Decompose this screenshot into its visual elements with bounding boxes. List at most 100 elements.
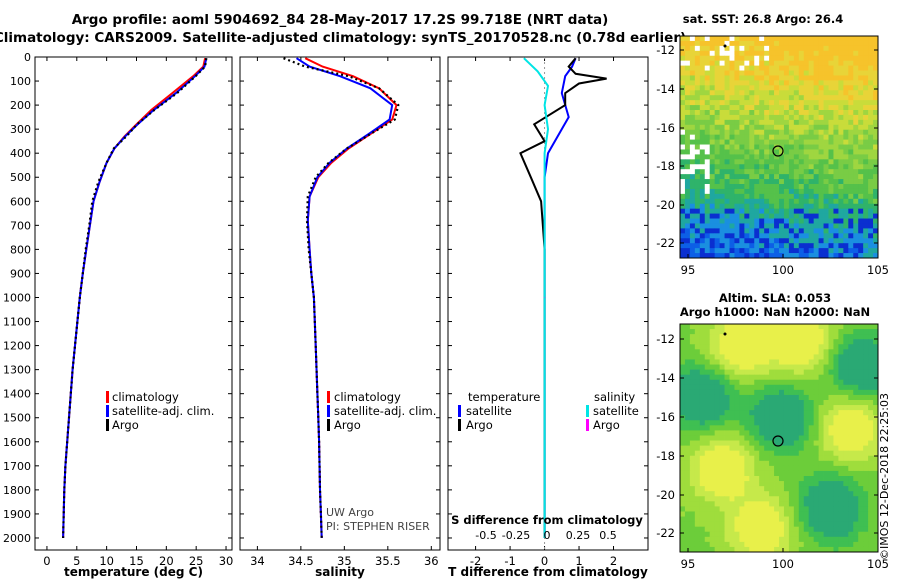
map-cell — [704, 455, 711, 462]
map-cell — [734, 455, 740, 462]
map-cell — [808, 334, 815, 340]
map-cell — [843, 455, 849, 462]
map-cell — [774, 184, 780, 190]
map-cell — [739, 45, 745, 52]
map-cell — [838, 50, 844, 57]
map-cell — [734, 233, 740, 239]
map-cell — [818, 60, 824, 66]
map-cell — [684, 144, 691, 150]
map-cell — [823, 531, 829, 538]
map-cell — [833, 243, 839, 249]
map-cell — [853, 233, 859, 239]
map-cell — [818, 339, 824, 345]
map-cell — [803, 460, 810, 467]
map-cell — [873, 481, 879, 487]
map-cell — [838, 420, 844, 426]
map-cell — [808, 435, 815, 441]
map-cell — [769, 208, 775, 214]
map-cell — [828, 85, 834, 91]
map-cell — [808, 415, 815, 421]
map-cell — [868, 208, 874, 214]
map-cell — [853, 405, 859, 411]
map-cell — [774, 228, 780, 234]
map-cell — [704, 324, 711, 330]
map-cell — [729, 389, 735, 396]
map-cell — [858, 536, 864, 543]
map-cell — [828, 481, 834, 487]
map-cell — [704, 501, 711, 507]
map-cell — [749, 233, 755, 239]
map-cell — [729, 531, 735, 538]
map-cell — [873, 546, 879, 553]
map-cell — [873, 354, 879, 360]
map-cell — [868, 470, 874, 477]
map-cell — [709, 85, 716, 91]
map-cell — [754, 450, 760, 457]
map-cell — [818, 476, 824, 482]
depth-tick-label: 400 — [10, 147, 31, 160]
map-cell — [803, 435, 810, 441]
map-cell — [754, 460, 760, 467]
map-cell — [680, 139, 686, 145]
map-cell — [823, 425, 829, 431]
map-cell — [774, 511, 780, 517]
map-cell — [749, 491, 755, 497]
map-cell — [779, 193, 785, 200]
map-cell — [793, 329, 800, 335]
map-cell — [873, 105, 879, 111]
map-cell — [843, 526, 849, 533]
map-cell — [843, 144, 849, 150]
map-cell — [803, 455, 810, 462]
map-cell — [714, 243, 720, 249]
map-cell — [838, 248, 844, 254]
map-cell — [868, 60, 874, 66]
depth-tick-label: 0 — [24, 51, 31, 64]
map-cell — [808, 75, 815, 81]
map-cell — [749, 95, 755, 101]
map-cell — [724, 486, 730, 492]
map-cell — [739, 344, 745, 350]
map-cell — [754, 174, 760, 180]
map-cell — [783, 228, 790, 234]
map-cell — [813, 144, 819, 150]
map-cell — [848, 45, 854, 52]
map-cell — [680, 430, 686, 436]
map-cell — [739, 144, 745, 150]
map-cell — [783, 405, 790, 411]
map-cell — [774, 470, 780, 477]
map-cell — [724, 105, 730, 111]
map-cell — [684, 233, 691, 239]
map-cell — [803, 203, 810, 210]
map-cell — [858, 193, 864, 200]
map-cell — [774, 179, 780, 185]
map-cell — [744, 238, 750, 244]
map-cell — [848, 374, 854, 381]
map-cell — [853, 415, 859, 421]
map-cell — [823, 379, 829, 386]
map-cell — [729, 359, 735, 365]
map-cell — [853, 85, 859, 91]
map-cell — [709, 233, 716, 239]
map-cell — [694, 389, 701, 396]
map-cell — [873, 139, 879, 145]
map-cell — [788, 339, 795, 345]
map-cell — [704, 179, 711, 185]
map-cell — [739, 188, 745, 195]
map-cell — [734, 188, 740, 195]
map-cell — [734, 55, 740, 62]
map-cell — [853, 536, 859, 543]
map-cell — [783, 144, 790, 150]
map-cell — [783, 400, 790, 406]
map-cell — [714, 334, 720, 340]
map-cell — [764, 445, 770, 452]
map-cell — [694, 70, 701, 76]
map-cell — [843, 486, 849, 492]
map-cell — [833, 516, 839, 522]
map-cell — [764, 154, 770, 160]
map-cell — [694, 501, 701, 507]
map-lat-label: -12 — [656, 332, 675, 346]
map-cell — [759, 425, 765, 431]
map-cell — [788, 105, 795, 111]
map-cell — [684, 218, 691, 224]
map-cell — [808, 405, 815, 411]
